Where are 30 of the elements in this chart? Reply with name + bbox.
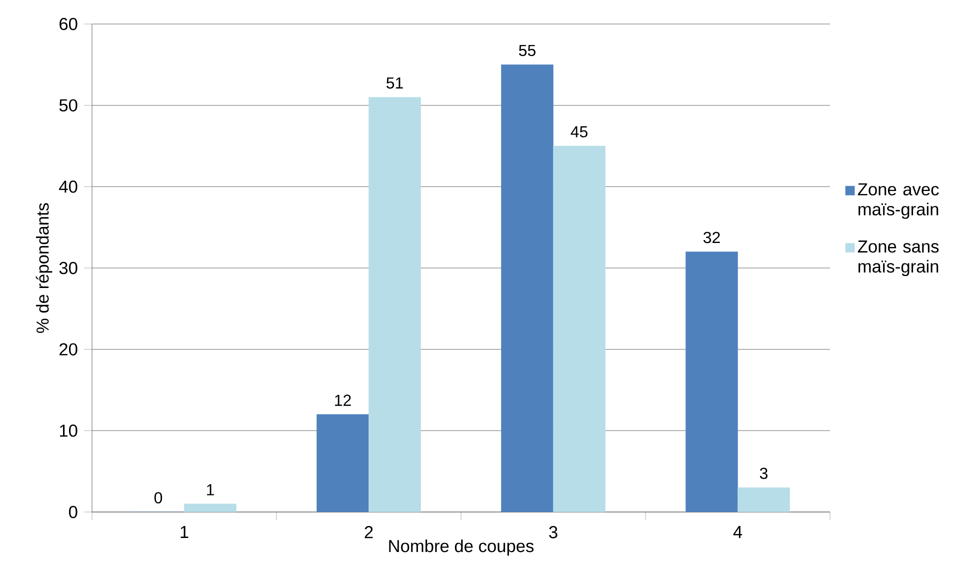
y-axis-title: % de répondants — [36, 203, 52, 333]
y-tick-label: 50 — [59, 99, 78, 112]
bar — [686, 252, 738, 512]
x-tick-label: 2 — [364, 526, 373, 538]
data-label: 51 — [386, 77, 403, 89]
data-label: 1 — [207, 484, 214, 496]
legend-label: Zone sans maïs-grain — [858, 240, 939, 276]
bar — [501, 64, 554, 512]
bar — [368, 97, 421, 512]
y-tick-label: 10 — [60, 424, 78, 437]
y-tick-label: 60 — [60, 18, 78, 30]
data-label: 55 — [519, 44, 536, 56]
x-tick-label: 1 — [180, 526, 188, 538]
legend-label: Zone avec maïs-grain — [858, 183, 939, 219]
bar — [553, 146, 606, 512]
y-tick-label: 40 — [59, 180, 78, 193]
bar — [316, 414, 369, 512]
data-label: 45 — [570, 126, 588, 138]
x-tick-label: 4 — [733, 526, 742, 538]
y-tick-label: 0 — [68, 506, 78, 518]
x-axis-title: Nombre de coupes — [389, 539, 534, 556]
x-tick-label: 3 — [549, 526, 558, 538]
bar — [184, 504, 236, 512]
y-tick-label: 30 — [59, 262, 78, 274]
data-label: 3 — [760, 468, 768, 480]
data-label: 32 — [703, 232, 720, 244]
data-label: 0 — [154, 492, 162, 504]
y-tick-label: 20 — [60, 343, 78, 356]
data-label: 12 — [335, 394, 351, 406]
bar — [738, 487, 790, 512]
